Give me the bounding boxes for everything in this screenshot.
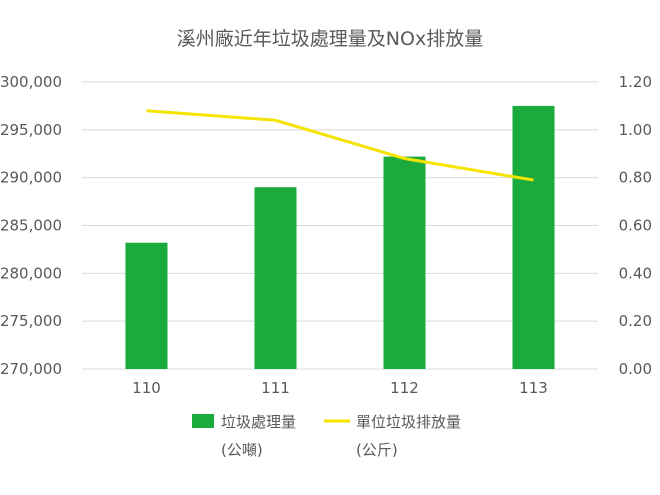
- legend-line-unit: (公斤): [356, 441, 398, 459]
- left-tick-label: 290,000: [0, 169, 62, 187]
- line-series: [146, 109, 534, 182]
- bar: [512, 105, 555, 370]
- left-tick-label: 300,000: [0, 73, 62, 91]
- x-axis-ticks: 110 111 112 113: [132, 379, 548, 397]
- x-tick-label: 111: [261, 379, 290, 397]
- right-tick-label: 0.20: [619, 312, 652, 330]
- left-tick-label: 280,000: [0, 264, 62, 282]
- right-tick-label: 0.00: [619, 360, 652, 378]
- legend-bar-label: 垃圾處理量: [221, 413, 296, 431]
- legend-bar-unit: (公噸): [221, 441, 263, 459]
- legend-bar-swatch: [192, 414, 214, 428]
- series-line: [146, 109, 534, 182]
- bar: [383, 156, 426, 369]
- right-tick-label: 0.60: [619, 217, 652, 235]
- gridlines: [82, 81, 598, 370]
- chart-title: 溪州廠近年垃圾處理量及NOx排放量: [177, 27, 483, 50]
- right-tick-label: 1.20: [619, 73, 652, 91]
- bar-series: [125, 105, 555, 370]
- left-tick-label: 270,000: [0, 360, 62, 378]
- right-tick-label: 0.80: [619, 169, 652, 187]
- left-tick-label: 285,000: [0, 217, 62, 235]
- right-tick-label: 0.40: [619, 264, 652, 282]
- x-tick-label: 113: [519, 379, 548, 397]
- x-tick-label: 110: [132, 379, 161, 397]
- bar: [254, 187, 297, 369]
- legend: 垃圾處理量 (公噸) 單位垃圾排放量 (公斤): [192, 413, 461, 459]
- bar: [125, 242, 168, 369]
- x-tick-label: 112: [390, 379, 419, 397]
- left-tick-label: 295,000: [0, 121, 62, 139]
- left-axis-ticks: 270,000 275,000 280,000 285,000 290,000 295,0…: [0, 73, 62, 378]
- right-axis-ticks: 0.00 0.20 0.40 0.60 0.80 1.00 1.20: [619, 73, 652, 378]
- legend-line-label: 單位垃圾排放量: [356, 413, 461, 431]
- right-tick-label: 1.00: [619, 121, 652, 139]
- left-tick-label: 275,000: [0, 312, 62, 330]
